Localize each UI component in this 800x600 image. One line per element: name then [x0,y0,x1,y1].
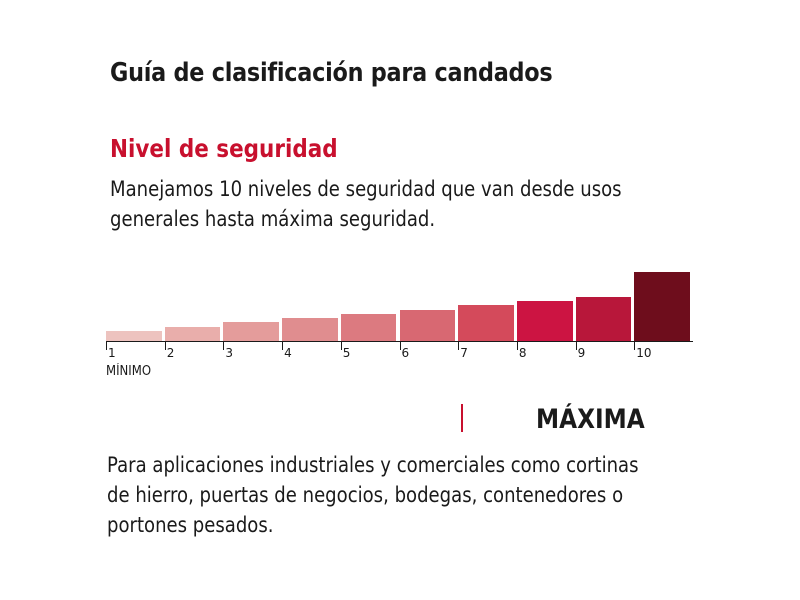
level-tick [282,341,284,350]
level-label-8: 8 [518,346,527,360]
level-tick [634,341,636,350]
level-tick [399,341,401,350]
level-label-3: 3 [225,346,234,360]
description-line: Para aplicaciones industriales y comerci… [107,453,639,477]
selected-level-name: MÁXIMA [536,404,645,435]
selected-level-description: Para aplicaciones industriales y comerci… [107,450,639,540]
level-label-5: 5 [342,346,351,360]
level-bar-5 [340,313,397,341]
level-label-2: 2 [166,346,175,360]
level-label-10: 10 [636,346,652,360]
section-intro: Manejamos 10 niveles de seguridad que va… [110,174,622,234]
level-tick [164,341,166,350]
level-bar-1 [106,331,162,341]
level-tick [340,341,342,350]
level-tick [458,341,460,350]
level-marker [461,404,463,432]
level-tick [223,341,225,350]
level-label-7: 7 [460,346,468,360]
level-bar-10 [634,272,690,341]
level-tick [106,341,107,350]
level-label-9: 9 [577,346,586,360]
intro-line: Manejamos 10 niveles de seguridad que va… [110,177,622,201]
level-bar-9 [575,296,632,341]
minimum-label: MÍNIMO [106,364,152,379]
level-label-4: 4 [284,346,292,360]
level-bar-2 [164,326,221,341]
description-line: portones pesados. [107,513,274,537]
section-heading: Nivel de seguridad [110,134,338,163]
level-bar-8 [516,300,573,341]
level-label-6: 6 [401,346,410,360]
level-bar-6 [399,309,456,341]
page-title: Guía de clasificación para candados [110,58,553,88]
description-line: de hierro, puertas de negocios, bodegas,… [107,483,624,507]
level-bar-3 [223,322,280,341]
level-label-1: 1 [108,346,116,360]
intro-line: generales hasta máxima seguridad. [110,207,436,231]
level-bar-4 [282,318,338,341]
level-tick [516,341,518,350]
level-bar-7 [458,305,514,341]
level-tick [575,341,577,350]
